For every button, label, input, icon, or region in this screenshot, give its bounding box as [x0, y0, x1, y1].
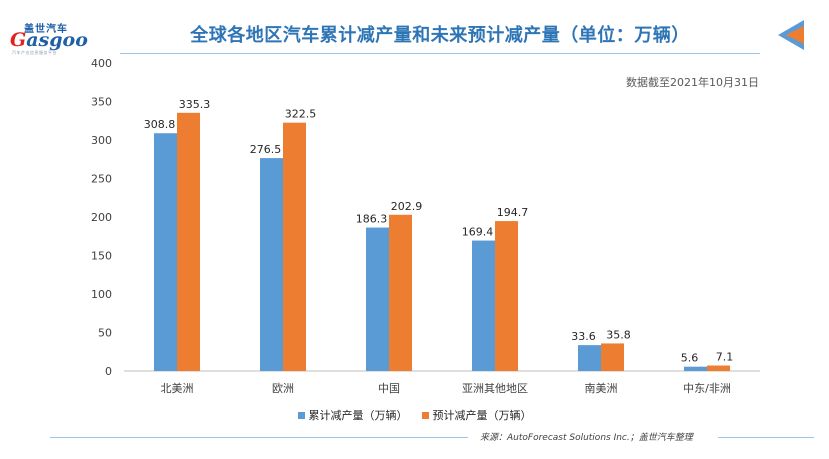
legend-label-series-2: 预计减产量（万辆） [432, 409, 532, 422]
bar-forecast [495, 221, 518, 371]
source-footer: 来源：AutoForecast Solutions Inc.；盖世汽车整理 [0, 430, 829, 444]
chart-legend: 累计减产量（万辆） 预计减产量（万辆） [0, 407, 829, 423]
legend-swatch-series-1 [297, 411, 305, 419]
chart-title: 全球各地区汽车累计减产量和未来预计减产量（单位：万辆） [190, 25, 690, 46]
bar-cumulative [684, 366, 707, 371]
logo-main-text: Gasgoo [10, 29, 88, 51]
title-bar: 全球各地区汽车累计减产量和未来预计减产量（单位：万辆） [120, 14, 760, 54]
bar-cumulative [366, 227, 389, 371]
data-label: 194.7 [497, 206, 529, 219]
bar-forecast [177, 112, 200, 371]
x-tick-label: 中东/非洲 [683, 382, 731, 395]
legend-item-series-2: 预计减产量（万辆） [421, 407, 532, 423]
x-tick-label: 欧洲 [272, 382, 294, 395]
source-divider-right [718, 437, 814, 438]
legend-swatch-series-2 [421, 411, 429, 419]
data-label: 5.6 [681, 352, 699, 365]
x-tick-label: 中国 [378, 382, 400, 395]
legend-item-series-1: 累计减产量（万辆） [297, 407, 408, 423]
data-label: 308.8 [144, 118, 176, 131]
y-tick-label: 200 [91, 211, 112, 224]
y-tick-label: 350 [91, 96, 112, 109]
legend-label-series-1: 累计减产量（万辆） [308, 409, 408, 422]
data-label: 7.1 [716, 351, 734, 364]
data-label: 33.6 [571, 330, 596, 343]
logo-top-text: 盖世汽车 [24, 24, 68, 35]
bar-forecast [389, 214, 412, 371]
bar-forecast [707, 365, 730, 371]
data-label: 276.5 [250, 143, 282, 156]
data-date-note: 数据截至2021年10月31日 [626, 76, 759, 89]
y-tick-label: 100 [91, 288, 112, 301]
x-tick-label: 亚洲其他地区 [462, 382, 528, 395]
y-tick-label: 150 [91, 250, 112, 263]
data-label: 186.3 [356, 213, 388, 226]
data-label: 335.3 [179, 98, 211, 111]
back-arrow-icon[interactable] [774, 18, 806, 52]
logo-subtitle: 汽车产业信息服务平台 [12, 50, 57, 55]
bar-cumulative [154, 133, 177, 371]
data-label: 202.9 [391, 200, 423, 213]
logo-initial: G [10, 29, 27, 51]
y-tick-label: 50 [98, 327, 112, 340]
bar-cumulative [578, 345, 601, 371]
y-tick-label: 300 [91, 134, 112, 147]
bar-cumulative [260, 158, 283, 371]
x-tick-label: 北美洲 [161, 382, 194, 395]
data-label: 169.4 [462, 226, 494, 239]
data-label: 35.8 [606, 328, 631, 341]
bar-cumulative [472, 240, 495, 371]
bar-forecast [283, 122, 306, 371]
gasgoo-logo: 盖世汽车 Gasgoo 汽车产业信息服务平台 [10, 20, 100, 56]
source-text: 来源：AutoForecast Solutions Inc.；盖世汽车整理 [480, 433, 693, 443]
y-tick-label: 0 [105, 365, 112, 378]
y-tick-label: 250 [91, 173, 112, 186]
bar-forecast [601, 343, 624, 371]
x-tick-label: 南美洲 [585, 382, 618, 395]
y-tick-label: 400 [91, 57, 112, 70]
logo-rest: asgoo [26, 29, 88, 51]
source-divider-left [50, 437, 468, 438]
data-label: 322.5 [285, 108, 317, 121]
title-underline [120, 53, 760, 54]
